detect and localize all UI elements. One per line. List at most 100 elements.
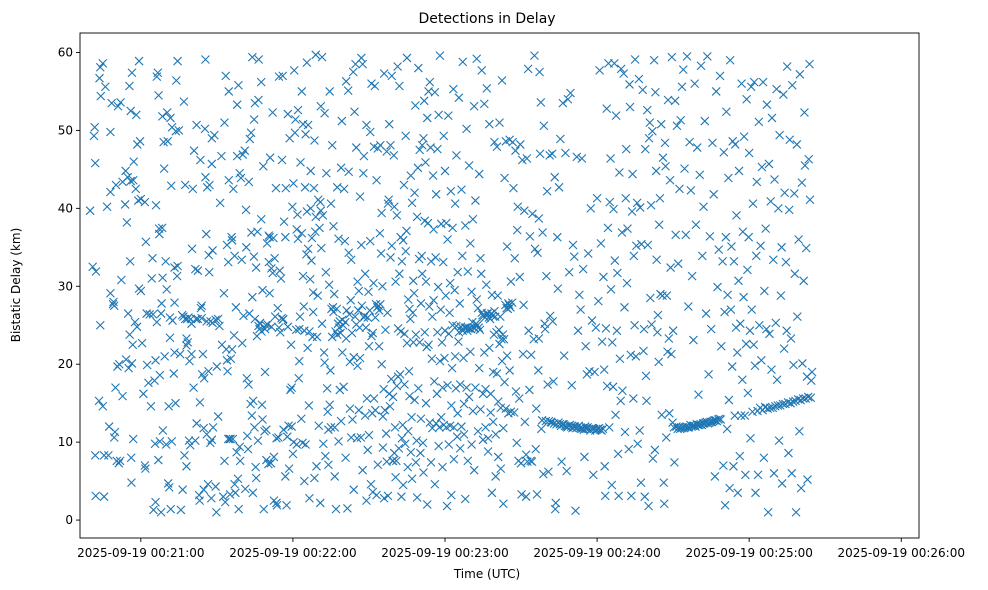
data-point [325, 87, 335, 96]
data-point [270, 253, 280, 263]
data-point [621, 193, 631, 203]
data-point [491, 429, 501, 439]
data-point [640, 492, 650, 502]
data-point [510, 253, 520, 263]
data-point [205, 180, 214, 190]
data-point [639, 346, 648, 356]
data-point [734, 166, 744, 176]
data-point [781, 257, 791, 267]
data-point [398, 235, 408, 245]
data-point [154, 229, 164, 239]
data-point [332, 304, 342, 314]
data-point [418, 438, 428, 448]
data-point [293, 234, 303, 244]
data-point [232, 100, 242, 110]
data-point [377, 359, 387, 369]
data-point [316, 243, 326, 253]
data-point [316, 206, 326, 216]
data-point [473, 320, 482, 330]
data-point [220, 456, 229, 466]
y-tick-label: 60 [58, 45, 73, 59]
data-point [421, 277, 431, 286]
data-point [576, 305, 586, 315]
data-point [443, 111, 453, 120]
data-point [445, 278, 455, 288]
data-point [421, 157, 430, 167]
data-point [801, 243, 811, 253]
data-point [413, 383, 423, 393]
data-point [317, 319, 327, 329]
data-point [464, 392, 474, 402]
data-point [149, 505, 158, 515]
data-point [302, 58, 312, 68]
data-point [714, 245, 724, 255]
data-point [696, 61, 706, 71]
data-point [700, 116, 710, 126]
data-point [464, 161, 474, 170]
data-point [471, 383, 480, 392]
data-point [158, 426, 168, 435]
data-point [748, 199, 758, 209]
data-point [615, 354, 625, 364]
data-point [362, 496, 371, 505]
data-point [419, 468, 428, 477]
data-point [655, 193, 665, 203]
data-point [197, 301, 207, 311]
data-point [408, 308, 418, 318]
data-point [340, 236, 350, 246]
data-point [662, 291, 672, 301]
data-point [249, 252, 259, 262]
data-point [673, 259, 683, 269]
data-point [790, 269, 800, 279]
data-point [204, 250, 214, 260]
data-point [147, 274, 157, 283]
data-point [764, 159, 774, 169]
data-point [179, 97, 189, 106]
data-point [386, 374, 396, 384]
data-point [453, 408, 463, 418]
data-point [219, 288, 229, 298]
data-point [259, 504, 269, 514]
data-point [559, 351, 569, 361]
data-point [424, 340, 433, 350]
data-point [294, 356, 304, 366]
data-point [737, 79, 746, 89]
data-point [422, 500, 432, 509]
data-point [237, 338, 247, 348]
data-point [477, 66, 487, 75]
data-point [248, 396, 258, 406]
data-point [631, 352, 641, 361]
data-point [207, 159, 217, 169]
data-point [664, 334, 674, 343]
data-point [628, 394, 638, 403]
data-point [185, 356, 194, 366]
data-point [476, 405, 485, 414]
data-point [725, 483, 735, 493]
data-point [482, 83, 492, 93]
data-point [227, 232, 236, 242]
data-point [682, 51, 692, 61]
data-point [487, 488, 497, 498]
data-point [658, 153, 668, 163]
data-point [269, 452, 279, 462]
data-point [268, 108, 278, 117]
data-point [772, 375, 782, 385]
data-point [213, 314, 223, 324]
data-point [353, 277, 362, 286]
data-point [310, 136, 319, 145]
x-tick-label: 2025-09-19 00:26:00 [838, 546, 965, 560]
data-point [606, 285, 616, 294]
data-point [131, 184, 141, 194]
data-point [538, 469, 548, 479]
data-point [804, 154, 814, 164]
data-point [515, 272, 525, 282]
data-point [130, 317, 140, 327]
data-point [122, 217, 132, 227]
data-point [580, 422, 590, 431]
data-point [525, 385, 534, 395]
data-point [741, 339, 751, 349]
data-point [533, 366, 543, 375]
data-point [512, 438, 522, 448]
data-point [301, 249, 311, 259]
data-point [558, 98, 568, 108]
